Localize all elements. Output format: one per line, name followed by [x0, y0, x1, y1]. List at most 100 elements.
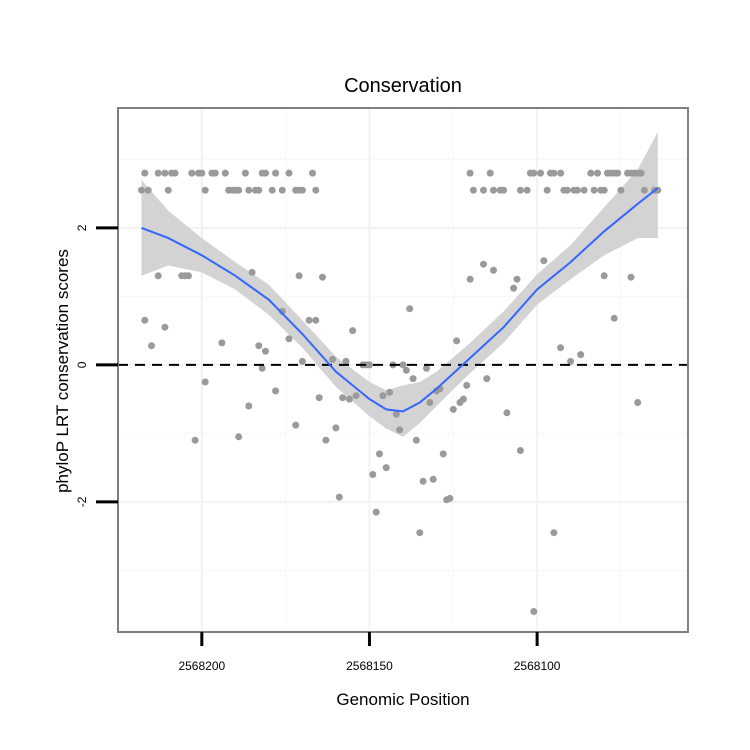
data-point: [423, 364, 430, 372]
data-point: [285, 169, 293, 177]
data-point: [416, 529, 424, 537]
data-point: [322, 436, 330, 444]
data-point: [278, 307, 286, 315]
data-point: [379, 392, 387, 400]
data-point: [376, 450, 383, 458]
data-point: [345, 395, 353, 403]
data-point: [600, 272, 608, 280]
y-axis-ticks: -2 0 2: [75, 224, 118, 507]
data-point: [459, 395, 467, 403]
data-point: [590, 186, 598, 194]
data-point: [342, 357, 350, 365]
data-point: [594, 169, 601, 177]
data-point: [154, 169, 162, 177]
data-point: [292, 421, 300, 429]
data-point: [419, 477, 427, 485]
chart-title: Conservation: [344, 75, 462, 97]
data-point: [298, 186, 306, 194]
data-point: [392, 410, 400, 418]
data-point: [332, 424, 340, 432]
data-point: [557, 344, 565, 352]
data-point: [409, 375, 417, 383]
data-point: [245, 186, 253, 194]
data-point: [439, 450, 447, 458]
data-point: [567, 357, 575, 365]
data-point: [171, 169, 179, 177]
data-point: [486, 169, 494, 177]
data-point: [258, 364, 266, 372]
data-point: [315, 394, 323, 402]
data-point: [587, 169, 595, 177]
data-point: [399, 361, 407, 369]
data-point: [510, 284, 518, 292]
data-point: [429, 475, 437, 483]
data-point: [349, 327, 357, 335]
data-point: [312, 316, 320, 324]
data-point: [557, 169, 565, 177]
data-point: [141, 169, 149, 177]
data-point: [573, 186, 581, 194]
x-tick-label: 2568100: [514, 659, 561, 673]
data-point: [241, 169, 249, 177]
data-point: [396, 426, 404, 434]
data-point: [272, 169, 280, 177]
data-point: [382, 464, 390, 472]
data-point: [516, 186, 524, 194]
data-point: [201, 186, 209, 194]
data-point: [634, 399, 642, 406]
data-point: [161, 169, 169, 177]
data-point: [138, 186, 145, 194]
data-point: [191, 436, 199, 444]
data-point: [141, 316, 149, 324]
confidence-band: [141, 132, 658, 437]
data-point: [144, 186, 152, 194]
data-point: [352, 392, 360, 400]
y-axis-label: phyloP LRT conservation scores: [53, 249, 72, 493]
data-point: [503, 409, 511, 417]
data-point: [339, 394, 347, 402]
data-point: [335, 493, 343, 501]
data-point: [188, 169, 196, 177]
data-point: [500, 186, 508, 194]
data-point: [483, 375, 491, 383]
data-point: [614, 169, 622, 177]
data-point: [329, 355, 337, 363]
data-point: [446, 494, 454, 502]
data-point: [262, 169, 269, 177]
data-point: [298, 357, 306, 365]
data-point: [537, 169, 544, 177]
data-point: [221, 169, 229, 177]
data-point: [640, 186, 648, 194]
data-point: [466, 275, 474, 283]
data-point: [617, 186, 625, 194]
data-point: [272, 387, 280, 395]
data-point: [319, 273, 326, 281]
x-axis-ticks: 2568200 2568150 2568100: [178, 632, 561, 673]
data-point: [201, 378, 209, 386]
data-points: [138, 169, 662, 615]
data-point: [235, 433, 243, 441]
data-point: [412, 436, 420, 444]
data-point: [295, 272, 303, 280]
data-point: [386, 388, 394, 396]
plot-frame: [117, 107, 689, 633]
data-point: [268, 186, 276, 194]
data-point: [154, 272, 162, 280]
data-point: [366, 361, 373, 369]
data-point: [211, 169, 219, 177]
data-point: [530, 169, 538, 177]
data-point: [530, 608, 538, 615]
data-point: [248, 268, 256, 276]
data-point: [305, 316, 313, 324]
x-tick-label: 2568200: [178, 659, 225, 673]
data-point: [543, 186, 551, 194]
data-point: [262, 347, 269, 355]
data-point: [600, 186, 608, 194]
data-point: [426, 399, 434, 406]
data-point: [469, 186, 477, 194]
y-tick-label: -2: [75, 496, 89, 507]
x-axis-label: Genomic Position: [336, 690, 469, 709]
data-point: [490, 266, 497, 274]
data-point: [550, 169, 558, 177]
